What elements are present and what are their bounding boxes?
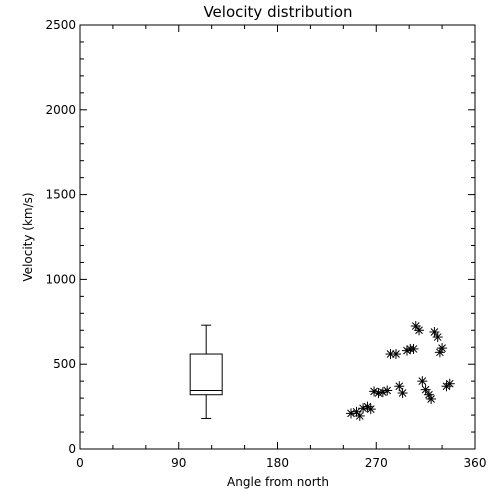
asterisk-stroke [427,395,435,403]
y-tick-label: 1500 [45,188,76,202]
asterisk-stroke [395,382,404,391]
asterisk-stroke [363,402,372,411]
data-point [420,384,431,395]
asterisk-stroke [438,344,446,352]
data-point [358,403,369,414]
data-point [397,388,408,399]
data-point [365,404,376,415]
asterisk-stroke [355,412,364,420]
asterisk-stroke [421,385,430,394]
scatter-points [346,321,455,421]
y-tick-label: 2000 [45,103,76,117]
asterisk-stroke [445,379,454,388]
x-tick-label: 270 [365,456,388,470]
x-tick-label: 180 [266,456,289,470]
data-point [369,386,380,397]
asterisk-stroke [409,345,418,353]
y-axis: 0 500 1000 1500 2000 2500 [45,18,475,456]
asterisk-stroke [386,350,395,358]
data-point [437,343,448,354]
x-tick-label: 0 [76,456,84,470]
asterisk-stroke [347,409,355,418]
box-plot [189,324,223,419]
x-axis: 0 90 180 270 360 [76,25,486,470]
asterisk-stroke [425,390,433,399]
data-point [432,332,443,343]
asterisk-stroke [383,386,392,395]
data-point [351,406,362,417]
data-point [401,345,412,356]
box-iqr [189,353,223,396]
asterisk-stroke [430,328,439,336]
asterisk-stroke [433,333,442,341]
data-point [434,347,445,358]
data-point [429,326,440,337]
data-point [414,325,425,336]
chart-title: Velocity distribution [203,3,352,21]
x-tick-label: 90 [171,456,186,470]
data-point [410,321,421,332]
y-tick-label: 2500 [45,18,76,32]
plot-frame [79,24,476,450]
asterisk-stroke [366,405,375,413]
y-axis-label: Velocity (km/s) [21,192,35,281]
data-point [417,376,428,387]
data-point [408,343,419,354]
asterisk-stroke [418,377,427,386]
asterisk-stroke [392,350,400,358]
asterisk-stroke [415,326,423,335]
asterisk-stroke [370,387,378,396]
y-tick-label: 0 [68,442,76,456]
data-point [444,378,455,389]
asterisk-stroke [378,388,387,397]
data-point [377,387,388,398]
x-tick-label: 360 [464,456,487,470]
asterisk-stroke [352,407,361,416]
x-axis-label: Angle from north [227,475,329,489]
asterisk-stroke [411,322,420,330]
asterisk-stroke [359,404,367,413]
data-point [354,410,365,421]
asterisk-stroke [398,389,407,397]
data-point [382,385,393,396]
y-tick-label: 1000 [45,272,76,286]
y-tick-label: 500 [53,357,76,371]
data-point [426,393,437,404]
data-point [391,349,401,360]
